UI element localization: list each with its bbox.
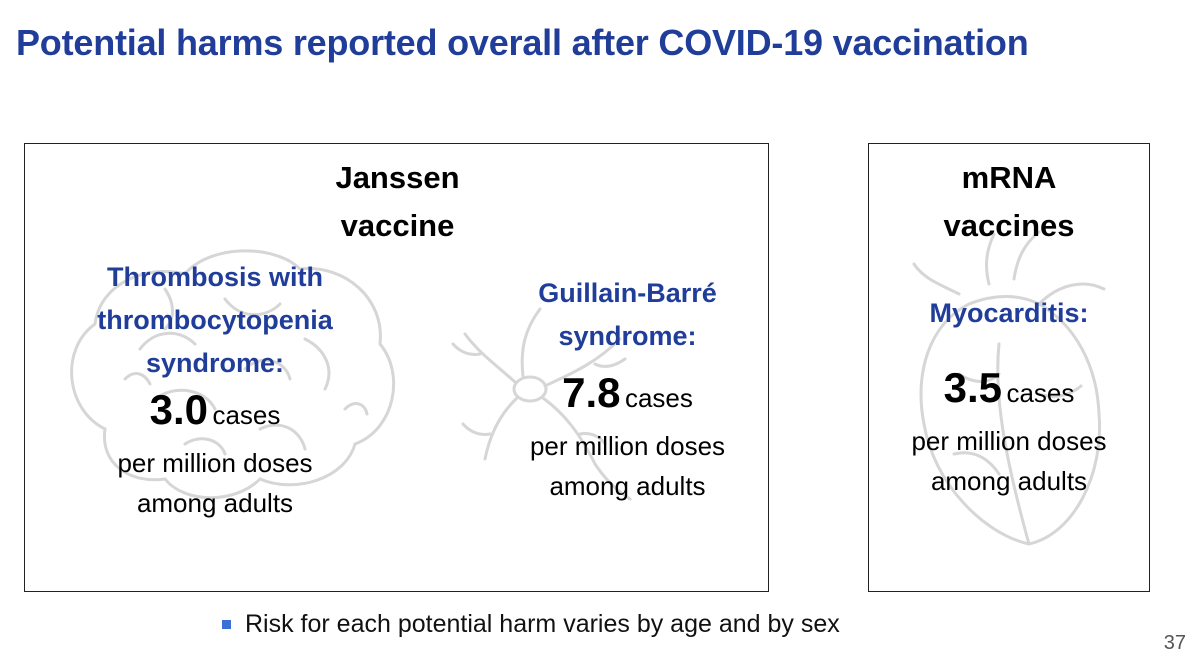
tts-sub-line1: per million doses — [117, 448, 313, 478]
tts-value: 3.0 — [149, 386, 208, 433]
myocarditis-sub-line2: among adults — [930, 466, 1088, 496]
tts-harm-block: Thrombosis with thrombocytopenia syndrom… — [65, 256, 365, 523]
myocarditis-harm-name: Myocarditis: — [929, 298, 1089, 328]
tts-name-line2: thrombocytopenia — [97, 305, 333, 335]
gbs-unit: cases — [624, 383, 693, 413]
tts-name-line3: syndrome: — [145, 348, 285, 378]
janssen-heading-line1: Janssen — [335, 160, 460, 195]
gbs-name-line1: Guillain-Barré — [538, 278, 717, 308]
gbs-sub-line2: among adults — [549, 471, 706, 501]
myocarditis-sub-line1: per million doses — [911, 426, 1107, 456]
gbs-harm-block: Guillain-Barré syndrome: 7.8 cases per m… — [495, 272, 760, 506]
footnote-text: Risk for each potential harm varies by a… — [245, 610, 840, 638]
tts-unit: cases — [212, 400, 281, 430]
gbs-stat: 7.8 cases — [495, 370, 760, 426]
mrna-panel: mRNA vaccines Myocarditis: 3.5 cases per… — [868, 143, 1150, 592]
square-bullet-icon — [222, 620, 231, 629]
janssen-heading-line2: vaccine — [340, 208, 455, 243]
slide-title: Potential harms reported overall after C… — [16, 22, 1029, 63]
mrna-heading: mRNA vaccines — [869, 154, 1149, 250]
gbs-harm-name: Guillain-Barré syndrome: — [495, 272, 760, 358]
gbs-sub-line1: per million doses — [529, 431, 726, 461]
myocarditis-value: 3.5 — [943, 364, 1002, 411]
footnote: Risk for each potential harm varies by a… — [222, 610, 840, 639]
page-number: 37 — [1163, 632, 1186, 654]
mrna-heading-line2: vaccines — [943, 208, 1075, 243]
tts-harm-name: Thrombosis with thrombocytopenia syndrom… — [65, 256, 365, 385]
tts-stat: 3.0 cases — [65, 387, 365, 443]
tts-sub-line2: among adults — [136, 488, 294, 518]
janssen-heading: Janssen vaccine — [275, 154, 520, 250]
mrna-heading-line1: mRNA — [961, 160, 1057, 195]
myocarditis-stat: 3.5 cases — [869, 365, 1149, 421]
myocarditis-unit: cases — [1006, 378, 1075, 408]
janssen-panel: Janssen vaccine Thrombosis with thromboc… — [24, 143, 769, 592]
tts-name-line1: Thrombosis with — [107, 262, 323, 292]
gbs-value: 7.8 — [562, 369, 621, 416]
myocarditis-harm-block: Myocarditis: 3.5 cases per million doses… — [869, 292, 1149, 501]
gbs-name-line2: syndrome: — [558, 321, 697, 351]
